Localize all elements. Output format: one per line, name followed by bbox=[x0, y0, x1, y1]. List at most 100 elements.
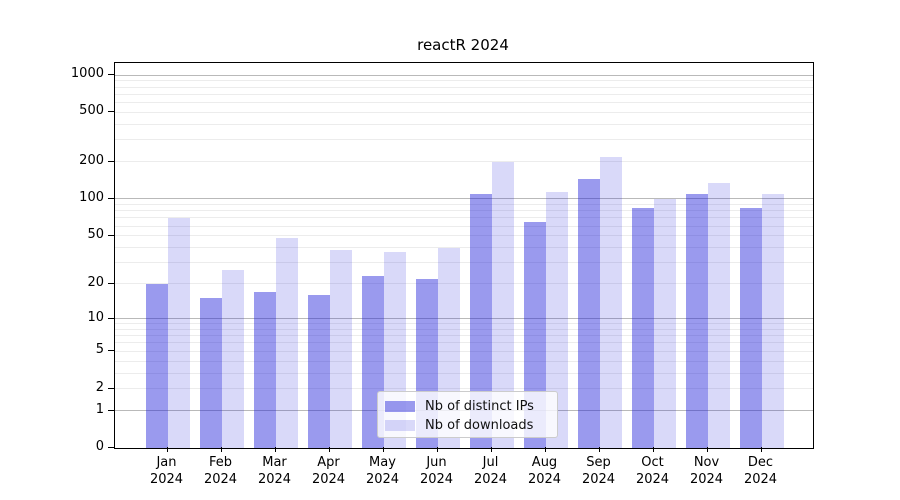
gridline-minor bbox=[115, 161, 813, 163]
gridline-minor bbox=[115, 139, 813, 141]
x-tick-month: Aug bbox=[531, 455, 558, 470]
gridline-minor bbox=[115, 102, 813, 104]
x-tick-month: Apr bbox=[317, 455, 340, 470]
gridline-minor bbox=[115, 283, 813, 285]
bar-nb-of-distinct-ips-dec bbox=[739, 208, 762, 448]
y-axis-tick-label: 1000 bbox=[70, 66, 104, 82]
bar-nb-of-distinct-ips-nov bbox=[685, 193, 708, 448]
x-axis-tick bbox=[598, 447, 600, 452]
bar-nb-of-distinct-ips-feb bbox=[199, 298, 222, 448]
y-axis-tick bbox=[108, 317, 114, 319]
x-tick-year: 2024 bbox=[527, 472, 562, 487]
y-axis-tick bbox=[108, 74, 114, 76]
x-axis-tick-label: Feb 2024 bbox=[189, 454, 253, 488]
gridline-minor bbox=[115, 342, 813, 344]
x-axis-tick bbox=[652, 447, 654, 452]
gridline-minor bbox=[115, 372, 813, 374]
x-tick-year: 2024 bbox=[581, 472, 616, 487]
x-axis-tick bbox=[544, 447, 546, 452]
y-axis-tick-label: 0 bbox=[95, 439, 104, 454]
y-axis-tick-label: 50 bbox=[87, 226, 104, 242]
y-axis-tick-label: 100 bbox=[79, 189, 104, 205]
gridline-minor bbox=[115, 111, 813, 113]
y-axis-tick bbox=[108, 447, 114, 448]
x-tick-year: 2024 bbox=[743, 472, 778, 487]
bar-nb-of-distinct-ips-mar bbox=[253, 291, 276, 448]
gridline-minor bbox=[115, 203, 813, 205]
gridline-minor bbox=[115, 323, 813, 325]
chart-title: reactR 2024 bbox=[417, 36, 509, 54]
legend-label-downloads: Nb of downloads bbox=[425, 418, 534, 433]
x-tick-year: 2024 bbox=[635, 472, 670, 487]
y-axis-tick bbox=[108, 197, 114, 199]
x-axis-tick-label: May 2024 bbox=[351, 454, 415, 488]
gridline-major bbox=[115, 198, 813, 200]
legend-entry-distinct-ips: Nb of distinct IPs bbox=[385, 397, 549, 416]
x-tick-month: Jun bbox=[426, 455, 447, 470]
x-axis-tick bbox=[274, 447, 276, 452]
bar-nb-of-downloads-mar bbox=[275, 237, 298, 448]
x-axis-tick-label: Jan 2024 bbox=[135, 454, 199, 488]
x-axis-tick-label: Apr 2024 bbox=[297, 454, 361, 488]
bar-nb-of-downloads-dec bbox=[761, 193, 784, 448]
legend: Nb of distinct IPs Nb of downloads bbox=[377, 391, 558, 438]
gridline-minor bbox=[115, 123, 813, 125]
x-axis-tick bbox=[760, 447, 762, 452]
gridline-minor bbox=[115, 217, 813, 219]
x-tick-month: Nov bbox=[693, 455, 720, 470]
bar-nb-of-downloads-feb bbox=[221, 270, 244, 448]
y-axis-tick-label: 20 bbox=[87, 274, 104, 290]
x-axis-tick-label: Dec 2024 bbox=[729, 454, 793, 488]
bar-nb-of-downloads-nov bbox=[707, 182, 730, 448]
x-tick-month: Oct bbox=[641, 455, 664, 470]
x-tick-month: Mar bbox=[262, 455, 287, 470]
x-axis-tick bbox=[166, 447, 168, 452]
x-axis-tick bbox=[382, 447, 384, 452]
x-tick-month: Dec bbox=[747, 455, 774, 470]
bar-nb-of-distinct-ips-jan bbox=[145, 283, 168, 448]
x-tick-month: Jan bbox=[156, 455, 177, 470]
x-axis-tick bbox=[220, 447, 222, 452]
y-axis-tick bbox=[108, 111, 114, 113]
x-tick-year: 2024 bbox=[149, 472, 184, 487]
legend-swatch-distinct-ips bbox=[385, 401, 415, 412]
y-axis-tick bbox=[108, 234, 114, 236]
gridline-minor bbox=[115, 86, 813, 88]
x-axis-tick bbox=[328, 447, 330, 452]
bar-nb-of-downloads-apr bbox=[329, 250, 352, 448]
gridline-minor bbox=[115, 335, 813, 337]
bar-nb-of-downloads-aug bbox=[545, 192, 568, 448]
y-axis-tick-label: 2 bbox=[95, 379, 104, 395]
x-tick-year: 2024 bbox=[311, 472, 346, 487]
x-tick-year: 2024 bbox=[689, 472, 724, 487]
x-axis-tick-label: Sep 2024 bbox=[567, 454, 631, 488]
x-tick-month: May bbox=[369, 455, 396, 470]
x-tick-year: 2024 bbox=[365, 472, 400, 487]
bar-nb-of-distinct-ips-apr bbox=[307, 295, 330, 448]
gridline-minor bbox=[115, 350, 813, 352]
x-axis-tick bbox=[490, 447, 492, 452]
bar-nb-of-downloads-jul bbox=[491, 161, 514, 448]
y-axis-tick bbox=[108, 282, 114, 284]
x-tick-year: 2024 bbox=[257, 472, 292, 487]
gridline-minor bbox=[115, 262, 813, 264]
gridline-minor bbox=[115, 235, 813, 237]
x-axis-tick bbox=[436, 447, 438, 452]
legend-label-distinct-ips: Nb of distinct IPs bbox=[425, 399, 534, 414]
bar-nb-of-distinct-ips-oct bbox=[631, 207, 654, 448]
legend-swatch-downloads bbox=[385, 420, 415, 431]
y-axis-tick-label: 10 bbox=[87, 309, 104, 325]
gridline-minor bbox=[115, 247, 813, 249]
gridline-major bbox=[115, 74, 813, 76]
x-axis-tick bbox=[706, 447, 708, 452]
x-tick-month: Feb bbox=[208, 455, 233, 470]
gridline-minor bbox=[115, 210, 813, 212]
y-axis-tick bbox=[108, 350, 114, 352]
x-tick-year: 2024 bbox=[203, 472, 238, 487]
y-axis-tick-label: 500 bbox=[79, 103, 104, 119]
x-axis-tick-label: Jul 2024 bbox=[459, 454, 523, 488]
x-axis-tick-label: Oct 2024 bbox=[621, 454, 685, 488]
gridline-minor bbox=[115, 225, 813, 227]
bar-nb-of-distinct-ips-jul bbox=[469, 193, 492, 448]
